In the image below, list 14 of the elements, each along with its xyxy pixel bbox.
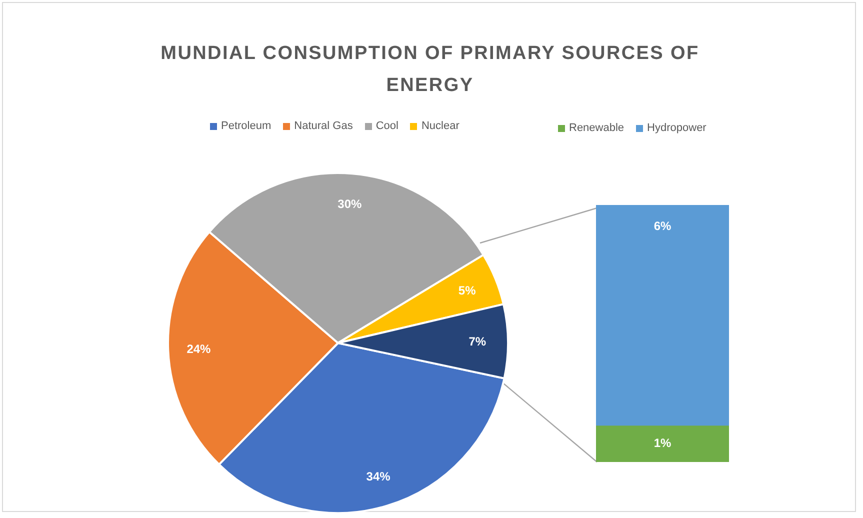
legend-label: Renewable bbox=[569, 122, 624, 134]
legend-label: Natural Gas bbox=[294, 120, 353, 132]
chart-title: MUNDIAL CONSUMPTION OF PRIMARY SOURCES OF ENERGY bbox=[160, 42, 700, 98]
legend-label: Nuclear bbox=[421, 120, 460, 132]
data-label: 5% bbox=[458, 283, 476, 298]
data-label: 1% bbox=[654, 436, 672, 450]
data-label: 30% bbox=[338, 197, 362, 212]
data-label: 34% bbox=[366, 469, 391, 484]
legend-label: Petroleum bbox=[221, 120, 272, 132]
data-label: 6% bbox=[654, 219, 672, 233]
data-label: 24% bbox=[186, 342, 212, 356]
legend-label: Hydropower bbox=[647, 122, 706, 134]
data-label: 7% bbox=[468, 334, 486, 349]
legend-label: Cool bbox=[376, 120, 398, 132]
